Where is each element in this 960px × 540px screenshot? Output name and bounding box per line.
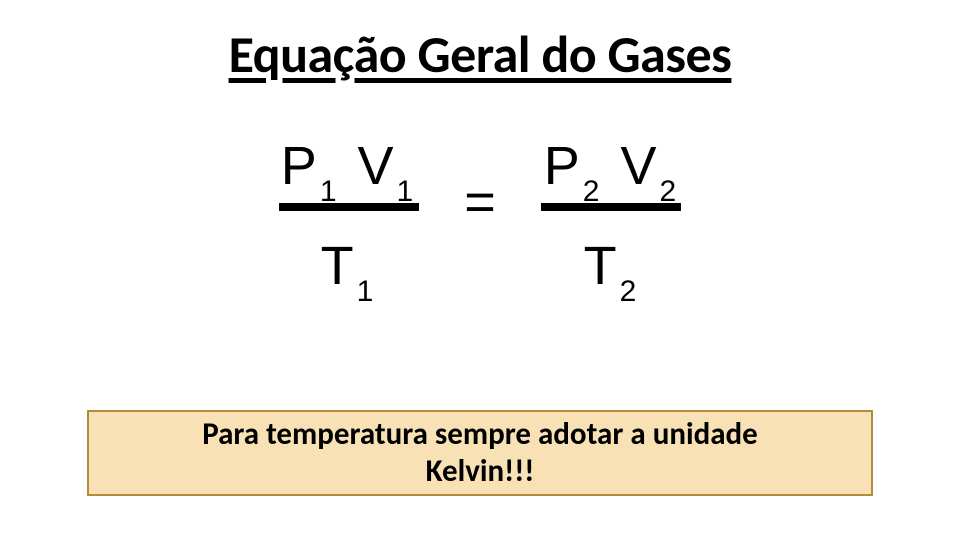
equals-sign: = (456, 171, 504, 233)
p1-subscript: 1 (317, 177, 340, 207)
general-gas-equation: P 1 V 1 T 1 = P 2 V 2 (0, 135, 960, 297)
p2-symbol: P (544, 139, 580, 193)
t1-symbol: T (321, 239, 354, 293)
equation-row: P 1 V 1 T 1 = P 2 V 2 (241, 135, 719, 297)
v1-subscript: 1 (394, 177, 417, 207)
t2-symbol: T (584, 239, 617, 293)
v1-symbol: V (358, 139, 394, 193)
note-box: Para temperatura sempre adotar a unidade… (87, 410, 873, 496)
fraction-right: P 2 V 2 T 2 (538, 135, 685, 297)
note-line-1: Para temperatura sempre adotar a unidade (202, 415, 758, 453)
v2-symbol: V (620, 139, 656, 193)
slide-title: Equação Geral do Gases (0, 22, 960, 86)
note-text: Para temperatura sempre adotar a unidade… (202, 416, 758, 490)
p2-subscript: 2 (580, 177, 603, 207)
v2-subscript: 2 (657, 177, 680, 207)
fraction-left: P 1 V 1 T 1 (275, 135, 422, 297)
note-line-2: Kelvin!!! (426, 452, 535, 490)
numerator-left: P 1 V 1 (275, 135, 422, 203)
numerator-right: P 2 V 2 (538, 135, 685, 203)
p1-symbol: P (281, 139, 317, 193)
t2-subscript: 2 (617, 277, 640, 307)
denominator-right: T 2 (578, 211, 646, 297)
slide: Equação Geral do Gases P 1 V 1 T 1 = (0, 0, 960, 540)
denominator-left: T 1 (315, 211, 383, 297)
t1-subscript: 1 (354, 277, 377, 307)
